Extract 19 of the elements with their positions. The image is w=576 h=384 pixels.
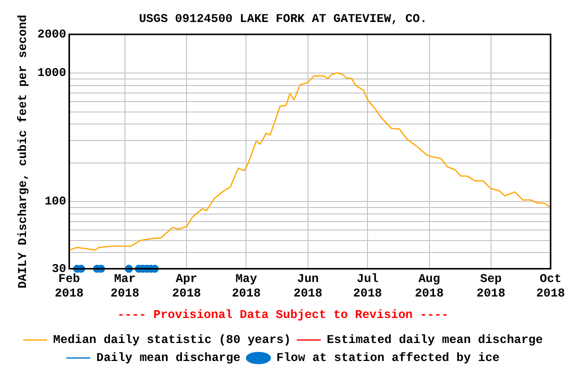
x-tick-label: Jul 2018 xyxy=(353,272,382,300)
chart-title: USGS 09124500 LAKE FORK AT GATEVIEW, CO. xyxy=(138,12,428,26)
x-tick-label: Aug 2018 xyxy=(414,272,444,300)
y-tick-label: 1000 xyxy=(37,66,66,80)
y-tick-label: 100 xyxy=(44,194,66,209)
legend-label: Estimated daily mean discharge xyxy=(326,333,543,348)
x-tick-label: Oct 2018 xyxy=(536,272,566,300)
text: ---- Provisional Data Subject to Revision ---- xyxy=(117,308,449,322)
x-tick-label: Mar 2018 xyxy=(110,272,140,300)
legend-label: Daily mean discharge xyxy=(96,351,240,366)
y-tick-label: 2000 xyxy=(37,27,66,42)
x-tick-label: May 2018 xyxy=(232,272,261,300)
x-tick-label: Jun 2018 xyxy=(294,272,322,300)
x-tick-label: Feb 2018 xyxy=(54,272,84,300)
x-tick-label: Apr 2018 xyxy=(172,272,201,300)
y-axis-title: DAILY Discharge, cubic feet per second xyxy=(16,14,30,288)
legend-label: Median daily statistic (80 years) xyxy=(53,333,291,348)
legend-label: Flow at station affected by ice xyxy=(276,351,500,366)
x-tick-label: Sep 2018 xyxy=(476,272,506,300)
